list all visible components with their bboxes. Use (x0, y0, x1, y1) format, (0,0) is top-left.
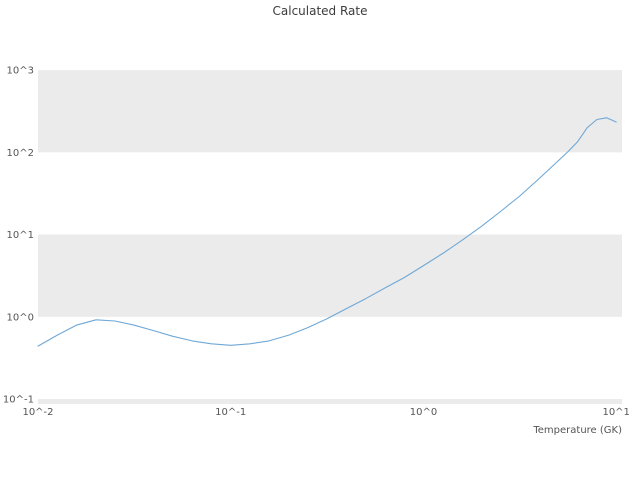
plot-band (38, 70, 622, 153)
x-tick-label: 10^-1 (215, 407, 246, 418)
y-tick-label: 10^0 (7, 312, 34, 323)
rate-curve (37, 117, 617, 347)
x-axis-label: Temperature (GK) (533, 425, 622, 436)
x-tick-label: 10^1 (602, 407, 629, 418)
chart-title: Calculated Rate (272, 4, 368, 18)
y-tick-label: 10^2 (7, 148, 34, 159)
y-tick-label: 10^-1 (3, 395, 34, 406)
x-tick-label: 10^-2 (22, 407, 53, 418)
plot-band (38, 234, 622, 317)
y-tick-label: 10^1 (7, 230, 34, 241)
x-tick-label: 10^0 (410, 407, 437, 418)
plot-band (38, 399, 622, 404)
y-tick-label: 10^3 (7, 66, 34, 77)
